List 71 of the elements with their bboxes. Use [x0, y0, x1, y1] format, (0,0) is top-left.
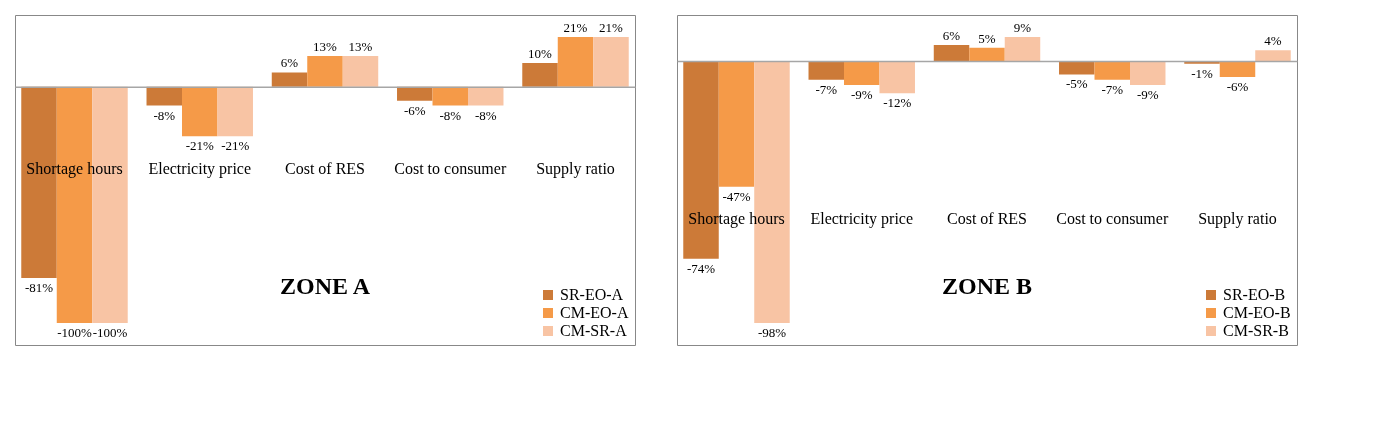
bar — [271, 72, 308, 87]
bar — [1004, 37, 1041, 62]
bar — [342, 55, 379, 87]
data-label: -47% — [722, 188, 751, 204]
data-label: 4% — [1264, 33, 1282, 49]
data-label: -9% — [1136, 87, 1159, 103]
data-label: -1% — [1191, 65, 1214, 81]
bar — [1255, 50, 1291, 62]
data-label: -98% — [757, 325, 787, 340]
data-label: -7% — [1101, 81, 1124, 97]
bar — [1130, 61, 1166, 86]
text: ZONE B — [941, 273, 1033, 299]
data-label: 5% — [978, 30, 996, 46]
x-tick-label: Supply ratio — [536, 159, 615, 178]
x-tick-label: Electricity price — [148, 159, 252, 178]
data-label: -8% — [153, 107, 176, 123]
x-tick-label: Shortage hours — [26, 159, 123, 178]
bar — [146, 86, 182, 106]
bar — [557, 37, 594, 87]
data-label: -8% — [474, 107, 497, 123]
data-label: 6% — [942, 28, 961, 44]
data-label: -6% — [1226, 79, 1249, 95]
bar — [307, 55, 343, 87]
bar — [879, 61, 915, 94]
x-tick-label: Electricity price — [810, 210, 914, 229]
data-label: -12% — [883, 95, 912, 111]
bar — [182, 86, 218, 137]
data-label: -100% — [57, 325, 92, 340]
legend-label: CM-EO-A — [560, 304, 629, 321]
bar — [1094, 61, 1130, 80]
data-label: -21% — [221, 138, 250, 154]
data-label: -21% — [185, 138, 214, 154]
bar — [933, 45, 970, 62]
data-label: -74% — [686, 260, 716, 276]
data-label: 9% — [1013, 20, 1032, 35]
x-tick-label: Cost to consumer — [1056, 210, 1169, 228]
bar — [844, 61, 880, 86]
text: ZONE A — [279, 273, 371, 299]
data-label: 21% — [599, 20, 624, 35]
data-label: 10% — [528, 46, 553, 61]
legend-label: CM-SR-A — [560, 322, 628, 339]
legend-label: SR-EO-A — [560, 286, 624, 303]
data-label: -8% — [439, 107, 462, 123]
legend-label: CM-SR-B — [1223, 322, 1289, 339]
data-label: -5% — [1065, 76, 1088, 92]
bar — [468, 86, 504, 106]
data-label: -81% — [24, 280, 54, 296]
data-label: 13% — [348, 38, 373, 54]
x-tick-label: Cost of RES — [946, 210, 1028, 228]
bar — [522, 63, 558, 87]
data-label: 6% — [280, 55, 299, 71]
data-label: -7% — [815, 81, 838, 97]
bar — [217, 86, 253, 137]
bar — [432, 86, 468, 106]
x-tick-label: Cost to consumer — [394, 159, 507, 177]
bar — [1219, 61, 1256, 78]
data-label: -100% — [92, 325, 128, 340]
data-label: 13% — [313, 38, 338, 54]
data-label: -6% — [403, 102, 426, 118]
bar — [718, 61, 755, 187]
bar — [808, 61, 844, 80]
x-tick-label: Cost of RES — [284, 159, 366, 177]
legend-label: SR-EO-B — [1223, 286, 1286, 303]
legend-label: CM-EO-B — [1223, 304, 1291, 321]
x-tick-label: Supply ratio — [1198, 210, 1277, 229]
bar — [1059, 61, 1095, 75]
data-label: 21% — [563, 20, 588, 35]
data-label: -9% — [850, 87, 873, 103]
bar — [593, 37, 629, 87]
bar — [969, 47, 1005, 62]
bar — [397, 86, 433, 101]
